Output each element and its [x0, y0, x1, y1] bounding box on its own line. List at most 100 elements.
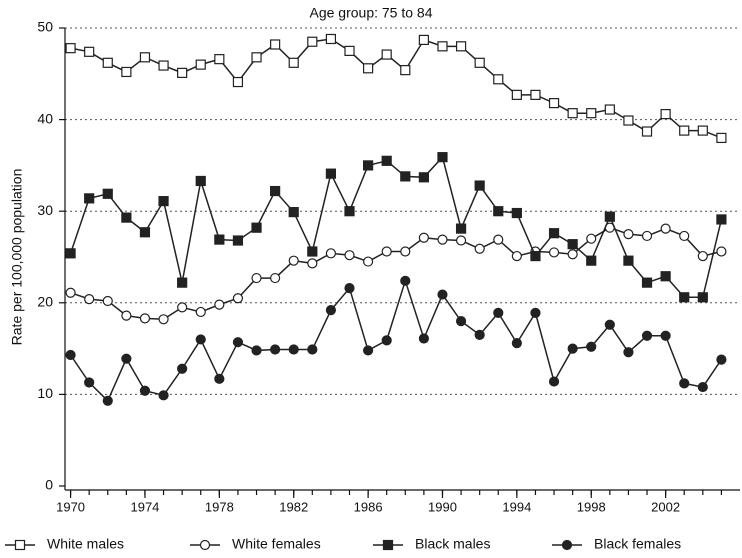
data-point — [567, 239, 578, 250]
data-point — [65, 43, 76, 54]
data-point — [121, 212, 132, 223]
x-tick-label: 1998 — [577, 499, 606, 514]
data-point — [474, 57, 485, 68]
legend-label: White females — [232, 536, 321, 552]
data-point — [270, 344, 281, 355]
x-tick-label: 1982 — [279, 499, 308, 514]
data-point — [139, 227, 151, 238]
x-tick-label: 1994 — [502, 499, 531, 514]
data-point — [232, 293, 244, 304]
legend-marker — [14, 539, 26, 551]
data-point — [344, 250, 355, 261]
x-tick-label: 2002 — [651, 499, 680, 514]
data-point — [418, 34, 429, 46]
data-point — [251, 272, 262, 284]
data-point — [660, 271, 671, 282]
data-point — [623, 347, 634, 358]
series-line — [69, 155, 723, 299]
data-point — [400, 171, 411, 182]
data-point — [139, 52, 151, 63]
data-point — [195, 59, 206, 70]
data-point — [567, 108, 578, 119]
data-point — [84, 377, 95, 388]
data-point — [641, 230, 653, 242]
data-point — [195, 306, 206, 318]
data-point — [697, 381, 708, 393]
data-point — [586, 233, 597, 244]
data-point — [121, 353, 132, 364]
data-point — [84, 294, 95, 305]
data-point — [679, 125, 690, 136]
data-point — [697, 125, 708, 136]
data-point — [139, 385, 151, 396]
data-point — [567, 343, 578, 354]
data-point — [493, 206, 504, 217]
data-point — [455, 316, 467, 327]
data-point — [586, 255, 597, 266]
data-point — [400, 246, 411, 257]
legend-marker — [561, 539, 573, 551]
data-point — [641, 330, 653, 341]
legend-label: Black females — [594, 536, 681, 552]
x-tick-label: 1986 — [354, 499, 383, 514]
chart-title: Age group: 75 to 84 — [310, 5, 433, 21]
data-point — [455, 235, 467, 246]
data-point — [270, 272, 281, 284]
data-point — [307, 36, 318, 47]
data-point — [288, 207, 299, 218]
data-point — [586, 108, 597, 119]
data-point — [214, 54, 225, 65]
legend-marker — [199, 539, 211, 551]
data-point — [530, 250, 541, 262]
data-point — [437, 289, 448, 300]
data-point — [455, 223, 467, 234]
data-point — [158, 314, 169, 325]
series-line — [69, 278, 723, 403]
data-point — [437, 41, 448, 52]
data-point — [679, 230, 690, 242]
data-point — [511, 89, 522, 100]
data-point — [270, 39, 281, 50]
data-point — [493, 74, 504, 85]
series-line — [70, 226, 722, 321]
data-point — [65, 349, 76, 361]
data-point — [530, 307, 541, 318]
data-point — [623, 115, 634, 126]
data-point — [641, 126, 653, 137]
data-point — [604, 319, 615, 330]
data-point — [177, 363, 188, 374]
data-point — [511, 207, 522, 219]
data-point — [641, 277, 653, 288]
data-point — [325, 168, 337, 179]
data-point — [270, 185, 281, 197]
data-point — [232, 76, 244, 88]
data-point — [177, 302, 188, 313]
data-point — [437, 234, 448, 245]
data-point — [195, 334, 206, 345]
data-point — [344, 206, 355, 217]
data-point — [548, 98, 560, 109]
data-point — [102, 295, 113, 307]
x-tick-label: 1970 — [56, 499, 85, 514]
data-point — [214, 234, 225, 245]
data-point — [214, 299, 225, 310]
data-point — [697, 292, 708, 303]
data-point — [679, 292, 690, 303]
y-tick-label: 40 — [37, 110, 53, 126]
data-point — [288, 255, 299, 266]
data-point — [474, 243, 485, 254]
data-point — [362, 63, 374, 74]
data-point — [604, 104, 615, 115]
data-point — [84, 193, 95, 204]
data-point — [158, 196, 169, 207]
data-point — [195, 175, 206, 187]
data-point — [325, 248, 337, 259]
data-point — [623, 229, 634, 240]
data-point — [381, 155, 392, 166]
data-point — [158, 390, 169, 401]
data-point — [381, 335, 392, 346]
data-point — [177, 67, 188, 78]
data-point — [102, 395, 113, 406]
data-point — [251, 222, 262, 233]
data-point — [623, 255, 634, 266]
